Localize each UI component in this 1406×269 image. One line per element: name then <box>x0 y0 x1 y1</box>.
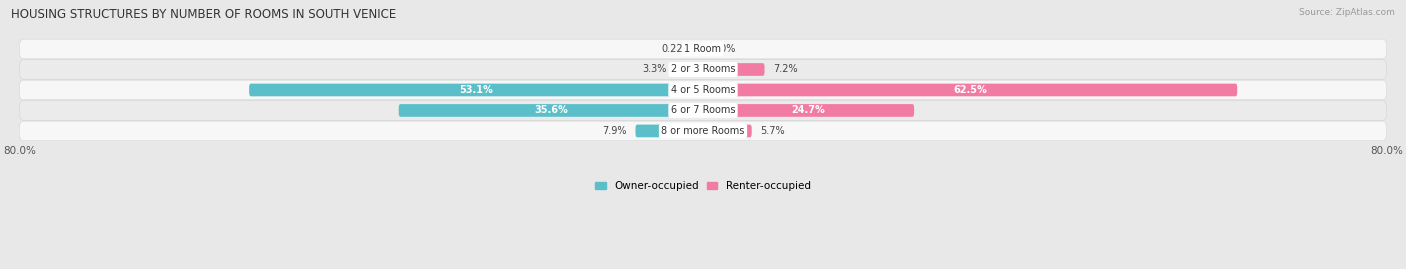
FancyBboxPatch shape <box>249 84 703 96</box>
FancyBboxPatch shape <box>20 101 1386 120</box>
Text: 7.2%: 7.2% <box>773 65 797 75</box>
Text: 3.3%: 3.3% <box>643 65 666 75</box>
Text: 1 Room: 1 Room <box>685 44 721 54</box>
FancyBboxPatch shape <box>703 84 1237 96</box>
Text: 0.22%: 0.22% <box>662 44 693 54</box>
Text: 8 or more Rooms: 8 or more Rooms <box>661 126 745 136</box>
Text: Source: ZipAtlas.com: Source: ZipAtlas.com <box>1299 8 1395 17</box>
Text: 5.7%: 5.7% <box>761 126 785 136</box>
FancyBboxPatch shape <box>399 104 703 117</box>
Text: 35.6%: 35.6% <box>534 105 568 115</box>
Text: 53.1%: 53.1% <box>460 85 494 95</box>
Text: 4 or 5 Rooms: 4 or 5 Rooms <box>671 85 735 95</box>
Text: HOUSING STRUCTURES BY NUMBER OF ROOMS IN SOUTH VENICE: HOUSING STRUCTURES BY NUMBER OF ROOMS IN… <box>11 8 396 21</box>
FancyBboxPatch shape <box>702 43 703 55</box>
Text: 24.7%: 24.7% <box>792 105 825 115</box>
FancyBboxPatch shape <box>703 63 765 76</box>
FancyBboxPatch shape <box>636 125 703 137</box>
Text: 0.0%: 0.0% <box>711 44 735 54</box>
FancyBboxPatch shape <box>20 121 1386 141</box>
Text: 62.5%: 62.5% <box>953 85 987 95</box>
FancyBboxPatch shape <box>703 125 752 137</box>
Text: 6 or 7 Rooms: 6 or 7 Rooms <box>671 105 735 115</box>
Text: 2 or 3 Rooms: 2 or 3 Rooms <box>671 65 735 75</box>
FancyBboxPatch shape <box>20 80 1386 100</box>
Text: 7.9%: 7.9% <box>602 126 627 136</box>
FancyBboxPatch shape <box>20 60 1386 79</box>
Legend: Owner-occupied, Renter-occupied: Owner-occupied, Renter-occupied <box>595 181 811 191</box>
FancyBboxPatch shape <box>675 63 703 76</box>
FancyBboxPatch shape <box>703 104 914 117</box>
FancyBboxPatch shape <box>20 39 1386 59</box>
